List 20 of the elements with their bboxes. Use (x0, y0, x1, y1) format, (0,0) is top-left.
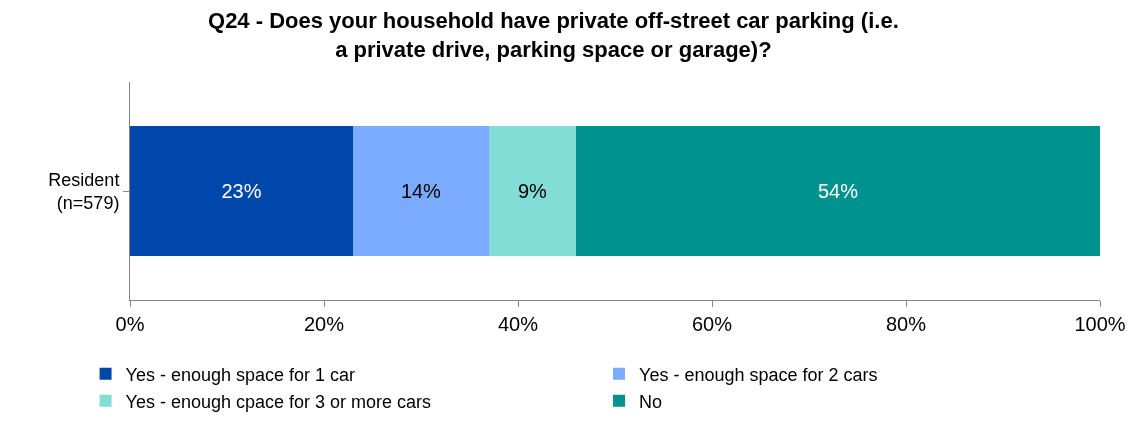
bar (353, 125, 489, 257)
legend-label: No (639, 391, 663, 412)
x-tick-label: 0% (115, 313, 145, 335)
data-label: 54% (817, 180, 859, 202)
x-tick-label: 80% (885, 313, 927, 335)
bar (576, 125, 1100, 257)
data-label: 9% (517, 180, 548, 202)
legend-label: Yes - enough space for 2 cars (639, 364, 878, 385)
bar (488, 125, 577, 257)
data-label: 14% (400, 180, 442, 202)
legend-label: Yes - enough space for 1 car (125, 364, 356, 385)
x-tick-label: 20% (303, 313, 345, 335)
data-label: 23% (221, 180, 262, 202)
y-tick-label: Resident (n=579) (48, 169, 120, 213)
x-tick-label: 60% (691, 313, 733, 335)
chart-title: Q24 - Does your household have private off-street car parking (i.e. a private drive, parking space or garage)? (208, 8, 899, 62)
legend-label: Yes - enough cpace for 3 or more cars (125, 391, 432, 412)
x-tick-label: 40% (497, 313, 539, 335)
bar (130, 125, 354, 257)
x-tick-label: 100% (1074, 313, 1126, 335)
